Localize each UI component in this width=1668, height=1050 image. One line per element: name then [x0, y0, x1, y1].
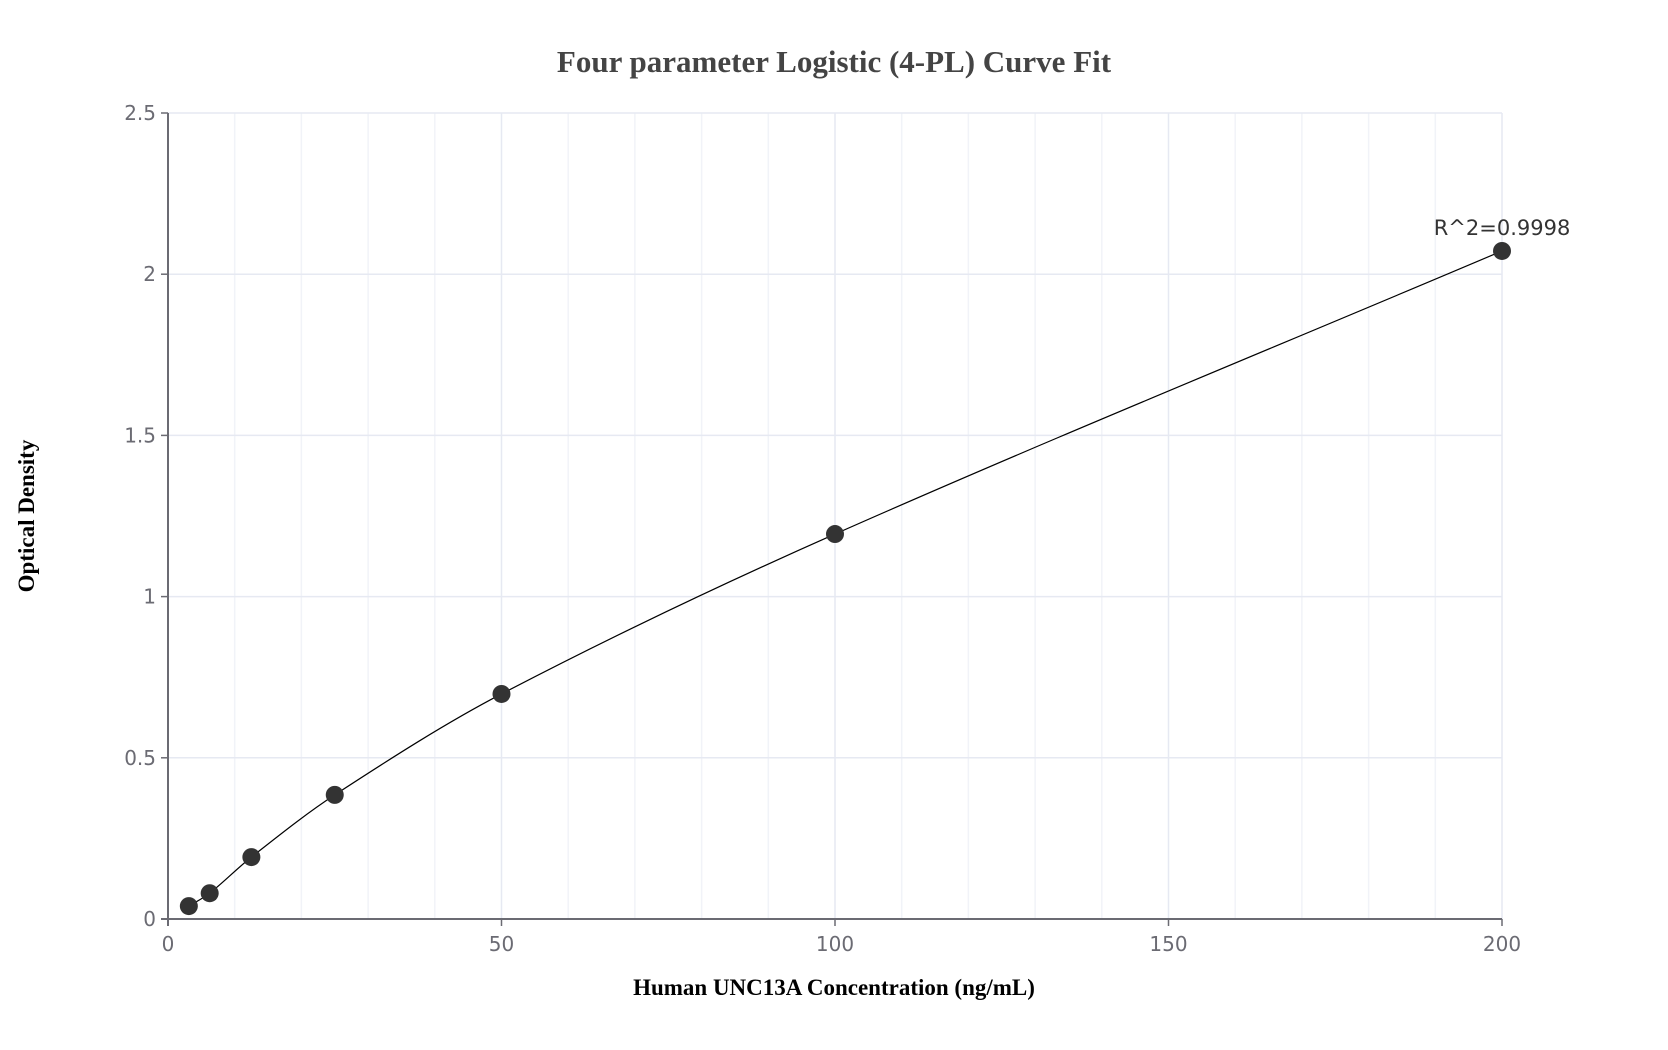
data-point — [826, 525, 844, 544]
y-tick-label: 1 — [143, 585, 156, 609]
tick-labels: 0 50 100 150 200 0 0.5 1 1.5 2 2.5 — [124, 101, 1521, 956]
y-tick-label: 2 — [143, 262, 156, 286]
axes — [161, 112, 1503, 926]
y-axis-label: Optical Density — [14, 439, 39, 592]
chart-title: Four parameter Logistic (4-PL) Curve Fit — [557, 44, 1112, 79]
data-point — [179, 897, 198, 916]
y-tick-label: 0 — [143, 907, 156, 931]
fit-curve — [188, 250, 1503, 907]
x-tick-label: 200 — [1483, 932, 1521, 956]
data-point — [492, 684, 511, 703]
data-point — [200, 884, 219, 903]
x-tick-label: 0 — [162, 932, 175, 956]
data-point — [1493, 241, 1511, 260]
data-point — [242, 848, 261, 867]
y-tick-label: 1.5 — [124, 423, 156, 447]
x-tick-label: 50 — [489, 932, 514, 956]
major-gridlines — [168, 112, 1503, 919]
x-axis-label: Human UNC13A Concentration (ng/mL) — [633, 975, 1035, 1000]
x-tick-label: 150 — [1149, 932, 1187, 956]
y-tick-label: 0.5 — [124, 746, 156, 770]
r-squared-annotation: R^2=0.9998 — [1434, 216, 1571, 240]
minor-gridlines — [233, 113, 1437, 919]
x-tick-label: 100 — [816, 932, 854, 956]
data-points — [179, 241, 1511, 916]
y-tick-label: 2.5 — [124, 101, 156, 125]
data-point — [325, 785, 344, 804]
